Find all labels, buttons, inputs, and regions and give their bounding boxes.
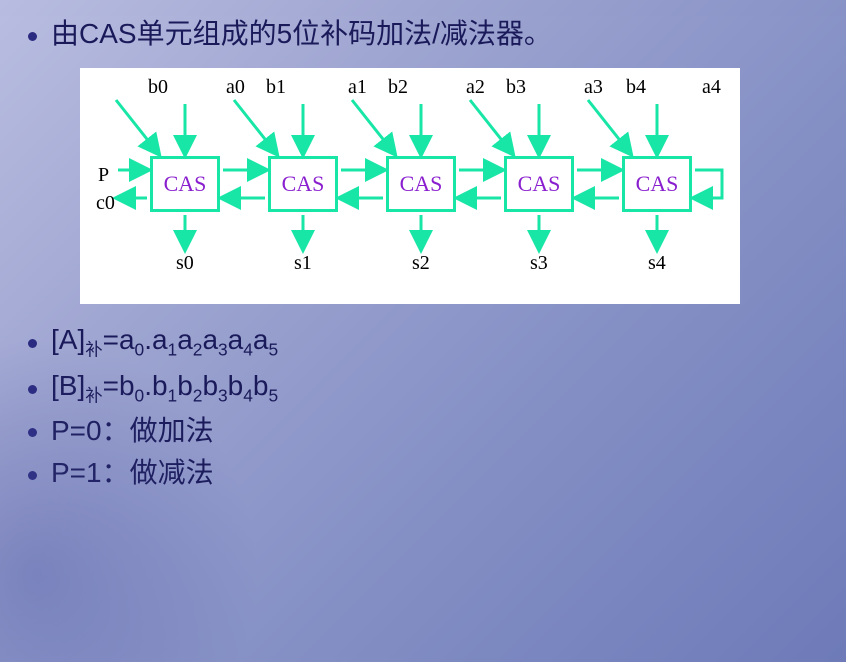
cas-diagram: b0 a0 b1 a1 b2 a2 b3 a3 b4 a4 Pc0 s0 s1 s2 s3 s4 CAS CAS C…	[80, 68, 740, 304]
title-line: 由CAS单元组成的5位补码加法/减法器。	[28, 16, 846, 52]
p0-text: P=0：做加法	[51, 413, 214, 449]
bottom-label: s0	[176, 252, 194, 275]
bullet-icon	[28, 385, 37, 394]
bullet-icon	[28, 471, 37, 480]
cas-unit: CAS	[150, 156, 220, 212]
title-text: 由CAS单元组成的5位补码加法/减法器。	[51, 16, 552, 52]
bottom-label: s4	[648, 252, 666, 275]
p1-line: P=1：做减法	[28, 455, 846, 491]
bullet-icon	[28, 32, 37, 41]
top-label: a2	[466, 76, 485, 99]
cas-unit: CAS	[504, 156, 574, 212]
left-label: P	[98, 164, 109, 187]
p1-text: P=1：做减法	[51, 455, 214, 491]
top-label: a3	[584, 76, 603, 99]
top-label: b0	[148, 76, 168, 99]
top-label: b1	[266, 76, 286, 99]
bottom-label: s1	[294, 252, 312, 275]
equation-b-line: [B]补=b0.b1b2b3b4b5	[28, 368, 846, 407]
eq-b-body: =b0.b1b2b3b4b5	[103, 370, 279, 401]
bottom-label: s3	[530, 252, 548, 275]
bottom-label: s2	[412, 252, 430, 275]
top-label: a4	[702, 76, 721, 99]
top-label: b3	[506, 76, 526, 99]
eq-a-body: =a0.a1a2a3a4a5	[103, 324, 279, 355]
eq-b-pre: [B]	[51, 370, 85, 401]
cas-unit: CAS	[268, 156, 338, 212]
top-label: a0	[226, 76, 245, 99]
left-label: c0	[96, 192, 115, 215]
cas-unit: CAS	[622, 156, 692, 212]
equation-b: [B]补=b0.b1b2b3b4b5	[51, 368, 278, 407]
top-label: b2	[388, 76, 408, 99]
equation-a-line: [A]补=a0.a1a2a3a4a5	[28, 322, 846, 361]
top-label: a1	[348, 76, 367, 99]
eq-a-pre: [A]	[51, 324, 85, 355]
eq-a-sub: 补	[85, 340, 102, 360]
cas-unit: CAS	[386, 156, 456, 212]
equation-a: [A]补=a0.a1a2a3a4a5	[51, 322, 278, 361]
p0-line: P=0：做加法	[28, 413, 846, 449]
bullet-icon	[28, 428, 37, 437]
bullet-icon	[28, 339, 37, 348]
top-label: b4	[626, 76, 646, 99]
eq-b-sub: 补	[85, 385, 102, 405]
